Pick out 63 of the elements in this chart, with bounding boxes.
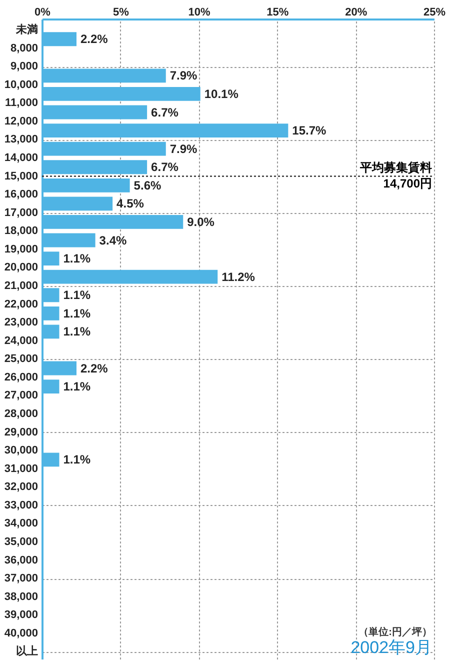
- data-label: 4.5%: [116, 196, 144, 211]
- y-tick-label: 22,000: [4, 298, 38, 310]
- y-tick-label: 13,000: [4, 134, 38, 146]
- y-tick-label: 30,000: [4, 444, 38, 457]
- x-tick-label: 5%: [112, 6, 130, 18]
- y-tick-label: 24,000: [4, 334, 38, 347]
- y-tick-label: 28,000: [4, 408, 38, 420]
- annotation: （単位:円／坪）: [358, 626, 432, 638]
- y-tick-label: 17,000: [4, 206, 38, 219]
- y-tick-label: 15,000: [4, 170, 38, 182]
- y-tick-label: 12,000: [4, 115, 38, 128]
- ref-line-label: 平均募集賃料 14,700円: [359, 160, 432, 190]
- y-tick-label: 9,000: [10, 60, 38, 73]
- y-tick-label: 27,000: [4, 390, 38, 402]
- data-label: 1.1%: [63, 306, 91, 320]
- data-label: 1.1%: [63, 380, 91, 394]
- y-tick-label: 31,000: [4, 462, 38, 475]
- y-tick-label: 38,000: [4, 590, 38, 603]
- y-tick-label: 20,000: [4, 262, 38, 274]
- y-tick-label: 37,000: [4, 572, 38, 585]
- data-label: 1.1%: [63, 452, 91, 467]
- x-tick-label: 0%: [34, 6, 51, 18]
- y-tick-label: 18,000: [4, 225, 38, 238]
- data-label: 1.1%: [63, 252, 91, 266]
- data-label: 5.6%: [134, 178, 162, 192]
- y-tick-label: 36,000: [4, 554, 38, 566]
- data-label: 10.1%: [204, 86, 239, 101]
- y-tick-label: 32,000: [4, 481, 38, 494]
- data-label: 9.0%: [187, 214, 215, 229]
- data-label: 2.2%: [80, 32, 108, 46]
- data-label: 6.7%: [151, 160, 179, 174]
- data-label: 15.7%: [292, 124, 327, 138]
- x-tick-label: 15%: [266, 6, 289, 18]
- data-label: 11.2%: [222, 270, 256, 284]
- y-tick-label: 33,000: [4, 499, 38, 512]
- annotation: 2002年9月: [350, 638, 432, 657]
- y-tick-label: 11,000: [4, 97, 38, 110]
- y-tick-label: 23,000: [4, 316, 38, 329]
- data-label: 7.9%: [170, 68, 198, 83]
- y-tick-label: 25,000: [4, 353, 38, 366]
- y-tick-label: 34,000: [4, 518, 38, 530]
- data-label: 3.4%: [99, 233, 127, 248]
- data-label: 6.7%: [151, 105, 179, 120]
- y-tick-label: 26,000: [4, 371, 38, 384]
- y-tick-label: 以上: [16, 644, 38, 658]
- y-tick-label: 16,000: [4, 188, 38, 201]
- data-label: 2.2%: [80, 361, 108, 376]
- y-tick-label: 39,000: [4, 609, 38, 622]
- data-label: 7.9%: [170, 142, 198, 156]
- x-tick-label: 25%: [423, 6, 446, 18]
- data-label: 1.1%: [63, 324, 91, 339]
- y-tick-label: 40,000: [4, 627, 38, 640]
- x-tick-label: 10%: [188, 6, 211, 18]
- y-tick-label: 10,000: [4, 78, 38, 91]
- y-tick-label: 35,000: [4, 536, 38, 548]
- y-tick-label: 未満: [15, 22, 38, 36]
- y-tick-label: 21,000: [4, 280, 38, 292]
- x-tick-label: 20%: [345, 6, 368, 18]
- y-tick-label: 14,000: [4, 152, 38, 164]
- data-label: 1.1%: [63, 288, 91, 302]
- y-tick-label: 29,000: [4, 426, 38, 438]
- y-tick-label: 19,000: [4, 243, 38, 256]
- y-tick-label: 8,000: [10, 42, 38, 54]
